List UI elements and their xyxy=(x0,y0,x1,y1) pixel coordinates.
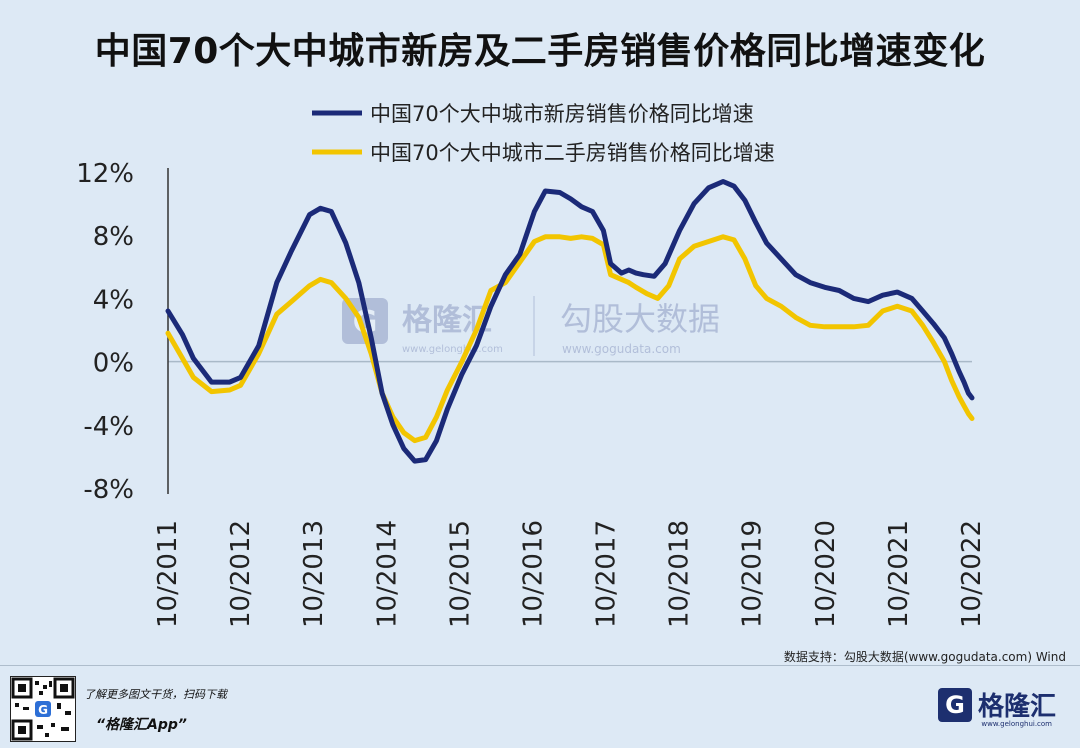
y-tick-label: -4% xyxy=(83,412,134,442)
x-tick-label: 10/2022 xyxy=(957,520,987,628)
x-tick-label: 10/2019 xyxy=(738,520,768,628)
y-tick-label: -8% xyxy=(83,475,134,505)
axes: 12% 8% 4% 0% -4% -8% 10/2011 10/2012 10/2013 10/2… xyxy=(76,159,987,628)
x-tick-label: 10/2012 xyxy=(226,520,256,628)
qr-code-icon[interactable]: G xyxy=(10,676,76,742)
second-hand-price-line xyxy=(165,234,975,444)
footer-download-hint: 了解更多图文干货，扫码下载 xyxy=(84,688,227,701)
footer-divider xyxy=(0,665,1080,666)
y-tick-label: 4% xyxy=(93,285,134,315)
x-tick-label: 10/2017 xyxy=(592,520,622,628)
gelonghui-logo-icon: G xyxy=(937,687,972,722)
watermark-data-brand: 勾股大数据 xyxy=(560,300,720,338)
x-tick-label: 10/2011 xyxy=(153,520,183,628)
y-tick-label: 12% xyxy=(76,159,134,189)
chart-svg: G 格隆汇 www.gelonghui.com 勾股大数据 www.goguda… xyxy=(76,102,987,628)
watermark: G 格隆汇 www.gelonghui.com 勾股大数据 www.goguda… xyxy=(342,296,720,356)
legend-label: 中国70个大中城市二手房销售价格同比增速 xyxy=(370,141,775,165)
footer-logo: G 格隆汇 xyxy=(937,686,1056,723)
x-tick-label: 10/2014 xyxy=(372,520,402,628)
x-tick-label: 10/2015 xyxy=(445,520,475,628)
x-tick-label: 10/2018 xyxy=(665,520,695,628)
svg-text:G: G xyxy=(38,703,48,717)
y-tick-label: 0% xyxy=(93,349,134,379)
x-tick-label: 10/2021 xyxy=(884,520,914,628)
x-tick-label: 10/2020 xyxy=(811,520,841,628)
source-note: 数据支持：勾股大数据(www.gogudata.com) Wind xyxy=(783,650,1066,664)
new-home-price-line xyxy=(165,179,975,464)
watermark-data-url: www.gogudata.com xyxy=(562,342,681,356)
x-tick-label: 10/2016 xyxy=(518,520,548,628)
x-tick-label: 10/2013 xyxy=(299,520,329,628)
y-tick-label: 8% xyxy=(93,222,134,252)
legend-label: 中国70个大中城市新房销售价格同比增速 xyxy=(370,102,754,126)
footer-app-name: “格隆汇App” xyxy=(96,717,187,733)
watermark-brand-url: www.gelonghui.com xyxy=(402,344,503,355)
series-lines xyxy=(165,179,975,464)
footer-logo-text: 格隆汇 xyxy=(977,692,1056,722)
chart-title: 中国70个大中城市新房及二手房销售价格同比增速变化 xyxy=(94,31,986,72)
footer-logo-url: www.gelonghui.com xyxy=(981,720,1052,728)
